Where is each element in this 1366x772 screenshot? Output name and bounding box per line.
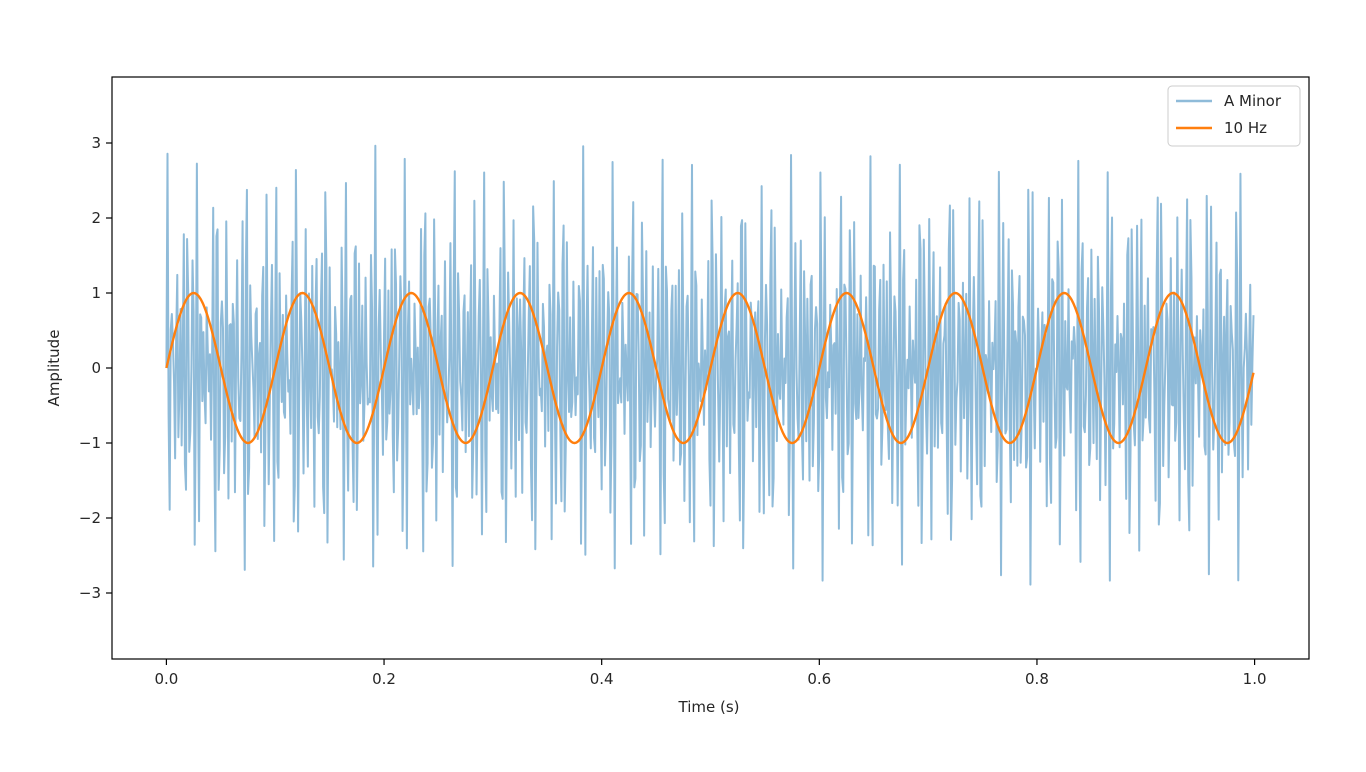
x-tick-label: 0.6 — [807, 670, 831, 688]
legend-label: 10 Hz — [1224, 119, 1267, 137]
y-tick-label: 1 — [91, 284, 101, 302]
x-tick-label: 0.2 — [372, 670, 396, 688]
axes: 0.0 0.2 0.4 0.6 0.8 1.0 −3 −2 −1 0 1 2 3 — [79, 76, 1310, 688]
x-tick-label: 0.0 — [154, 670, 178, 688]
y-tick-label: −2 — [79, 509, 101, 527]
y-tick-label: −3 — [79, 584, 101, 602]
y-tick-label: 0 — [91, 359, 101, 377]
x-tick-label: 0.4 — [590, 670, 614, 688]
series-line-10-hz — [165, 291, 1255, 445]
y-tick-label: 2 — [91, 209, 101, 227]
y-axis-label: Amplitude — [45, 330, 63, 407]
x-tick-label: 1.0 — [1243, 670, 1267, 688]
y-tick-label: 3 — [91, 134, 101, 152]
plot-area — [165, 144, 1255, 586]
legend: A Minor 10 Hz — [1167, 85, 1301, 147]
legend-label: A Minor — [1224, 92, 1282, 110]
y-tick-label: −1 — [79, 434, 101, 452]
x-axis-label: Time (s) — [678, 698, 740, 716]
x-tick-label: 0.8 — [1025, 670, 1049, 688]
series-line-a-minor — [165, 144, 1255, 586]
